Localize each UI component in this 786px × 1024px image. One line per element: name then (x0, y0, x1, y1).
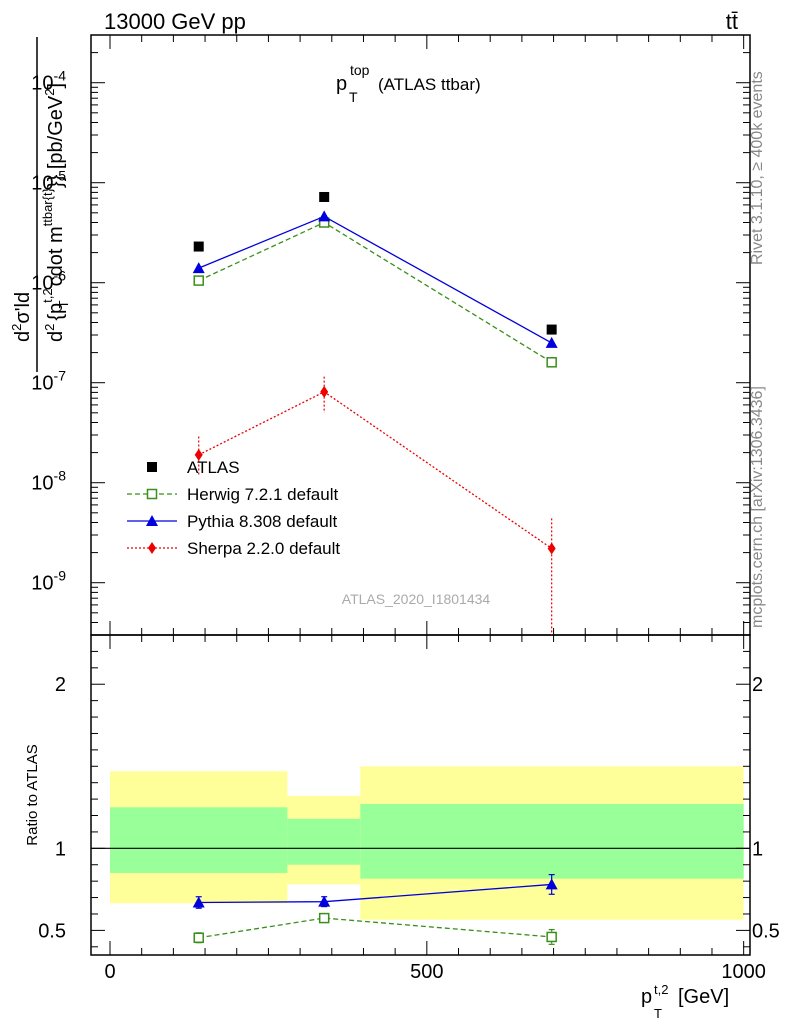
title-sup: top (350, 62, 370, 78)
ylabel-sigma: σ'ld (12, 292, 34, 324)
ylabel-d-sup: 2 (9, 324, 24, 331)
ratio-panel-frame (90, 634, 751, 956)
xlabel-sub: T (654, 1006, 662, 1021)
main-series (192, 191, 558, 635)
analysis-watermark: ATLAS_2020_I1801434 (342, 591, 491, 607)
svg-text:d2{pt,2Tcdot mttbar{t}}} [pb/G: d2{pt,2Tcdot mttbar{t}}} [pb/GeV2] (40, 83, 71, 342)
ylabel-ttbar-sup: ttbar{t} (40, 187, 55, 226)
ylabel-d: d (12, 331, 34, 342)
ratio-series (192, 873, 558, 945)
main-ytick-label: 10-7 (31, 368, 66, 395)
ratio-marker-pythia (318, 895, 331, 907)
marker-sherpa (194, 448, 203, 461)
legend-label-data: ATLAS (187, 458, 240, 477)
ratio-ytick-label-left: 2 (55, 674, 66, 696)
main-axis-ticks: 10-910-810-710-610-510-4 (31, 35, 750, 636)
ratio-axis-ticks: 0.5 0.5 1 1 2 2 0 500 1000 (38, 635, 780, 983)
ylabel-units: }} [pb/GeV (45, 95, 67, 188)
title-sub: T (349, 89, 358, 105)
header-left: 13000 GeV pp (104, 9, 246, 34)
ylabel-cdot: cdot m (45, 226, 67, 286)
main-ytick-label: 10-8 (31, 468, 66, 495)
ratio-band-inner-0 (110, 807, 288, 873)
marker-data (193, 241, 204, 252)
ylabel-p-sub: T (56, 300, 71, 308)
marker-sherpa (320, 385, 329, 398)
ylabel-p: {p (45, 303, 67, 321)
header-right: tt̄ (726, 9, 738, 34)
ylabel-d2-sup: 2 (42, 324, 57, 331)
ylabel-close: ] (45, 83, 67, 89)
marker-sherpa (547, 542, 556, 555)
ratio-marker-herwig (193, 932, 204, 944)
ratio-band-inner-2 (360, 804, 744, 879)
xaxis-label: p t,2 T [GeV] (641, 982, 729, 1021)
ratio-marker-herwig (546, 931, 557, 943)
ratio-ytick-label-right: 2 (752, 674, 763, 696)
ylabel-units-sup: 2 (42, 89, 57, 96)
title-rest: (ATLAS ttbar) (378, 75, 481, 94)
ylabel-p-sup: t,2 (40, 288, 55, 302)
legend-label-sherpa: Sherpa 2.2.0 default (187, 539, 340, 558)
legend-label-pythia: Pythia 8.308 default (187, 512, 338, 531)
main-ylabel: d2σ'ld d2{pt,2Tcdot mttbar{t}}} [pb/GeV2… (9, 37, 71, 372)
ratio-uncertainty-bands (91, 766, 750, 920)
title-p: p (336, 73, 347, 95)
series-line-herwig (198, 221, 553, 363)
marker-pythia (545, 336, 558, 348)
marker-pythia (318, 210, 331, 222)
xlabel-unit: [GeV] (678, 986, 729, 1008)
ratio-band-inner-1 (287, 818, 361, 865)
marker-data (319, 191, 330, 202)
legend-marker-data (147, 462, 157, 472)
legend-marker-herwig (146, 488, 158, 500)
legend: ATLAS Herwig 7.2.1 default Pythia 8.308 de… (127, 458, 340, 558)
ratio-ytick-label-right: 0.5 (752, 920, 780, 942)
ylabel-d2: d (45, 331, 67, 342)
svg-text:d2σ'ld: d2σ'ld (9, 292, 34, 342)
side-label-top: Rivet 3.1.10, ≥ 400k events (749, 71, 766, 265)
xtick-label: 0 (104, 961, 115, 983)
main-ytick-label: 10-9 (31, 568, 66, 595)
legend-marker-pythia (146, 515, 158, 526)
ratio-ytick-label-right: 1 (752, 838, 763, 860)
series-line-pythia (198, 215, 552, 344)
marker-herwig (546, 357, 557, 368)
xlabel-sup: t,2 (654, 982, 668, 997)
xtick-label: 500 (410, 961, 443, 983)
legend-label-herwig: Herwig 7.2.1 default (187, 485, 338, 504)
ratio-line-herwig (198, 917, 552, 939)
ratio-ytick-label-left: 0.5 (38, 920, 66, 942)
ratio-ylabel: Ratio to ATLAS (24, 744, 41, 845)
xtick-label: 1000 (721, 961, 766, 983)
marker-data (546, 324, 557, 335)
ratio-marker-herwig (318, 912, 330, 924)
xlabel-p: p (641, 986, 652, 1008)
ratio-marker-pythia (192, 896, 205, 908)
ratio-ytick-label-left: 1 (55, 838, 66, 860)
legend-marker-sherpa (148, 542, 156, 554)
marker-herwig (193, 275, 204, 286)
side-label-bottom: mcplots.cern.ch [arXiv:1306.3436] (749, 386, 766, 628)
marker-pythia (192, 262, 205, 274)
plot-title: p top T (ATLAS ttbar) (336, 62, 481, 105)
ratio-marker-pythia (545, 878, 558, 890)
